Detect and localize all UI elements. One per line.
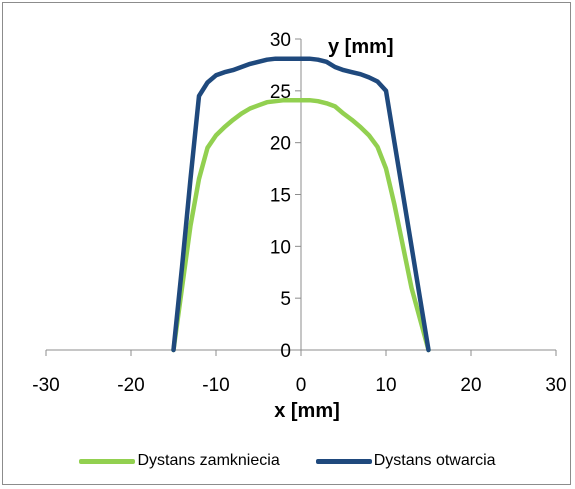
legend-swatch-opening	[315, 458, 372, 464]
axes: -30 -20 -10 0 10 20 30 0 5 10 15 20 25 30	[32, 30, 566, 396]
y-tick-label: 0	[280, 341, 291, 362]
x-tick-label: 10	[375, 375, 396, 396]
series-line-closing	[171, 97, 431, 353]
legend-swatch-closing	[79, 458, 136, 464]
y-tick-label: 30	[270, 30, 291, 51]
series-layer	[171, 56, 431, 353]
y-ticks: 0 5 10 15 20 25 30	[270, 30, 301, 362]
y-tick-label: 25	[270, 82, 291, 103]
y-tick-label: 15	[270, 186, 291, 207]
y-axis-title: y [mm]	[328, 36, 394, 58]
chart-frame: -30 -20 -10 0 10 20 30 0 5 10 15 20 25 30 y [mm] x […	[2, 2, 571, 485]
legend-entry-closing: Dystans zamkniecia	[79, 452, 280, 470]
plot-area: -30 -20 -10 0 10 20 30 0 5 10 15 20 25 30 y [mm] x […	[32, 30, 566, 422]
x-tick-label: 30	[545, 375, 566, 396]
x-axis-title: x [mm]	[274, 400, 340, 422]
legend-label-opening: Dystans otwarcia	[373, 452, 496, 469]
y-tick-label: 20	[270, 134, 291, 155]
y-tick-label: 10	[270, 237, 291, 258]
legend-entry-opening: Dystans otwarcia	[315, 452, 496, 470]
x-tick-label: -30	[32, 375, 59, 396]
x-tick-label: -10	[202, 375, 229, 396]
x-tick-label: 20	[460, 375, 481, 396]
x-tick-label: -20	[117, 375, 144, 396]
x-ticks: -30 -20 -10 0 10 20 30	[32, 350, 567, 396]
x-tick-label: 0	[296, 375, 307, 396]
legend: Dystans zamkniecia Dystans otwarcia	[3, 449, 572, 473]
series-line-opening	[171, 56, 431, 353]
legend-label-closing: Dystans zamkniecia	[137, 452, 280, 469]
y-tick-label: 5	[280, 289, 291, 310]
